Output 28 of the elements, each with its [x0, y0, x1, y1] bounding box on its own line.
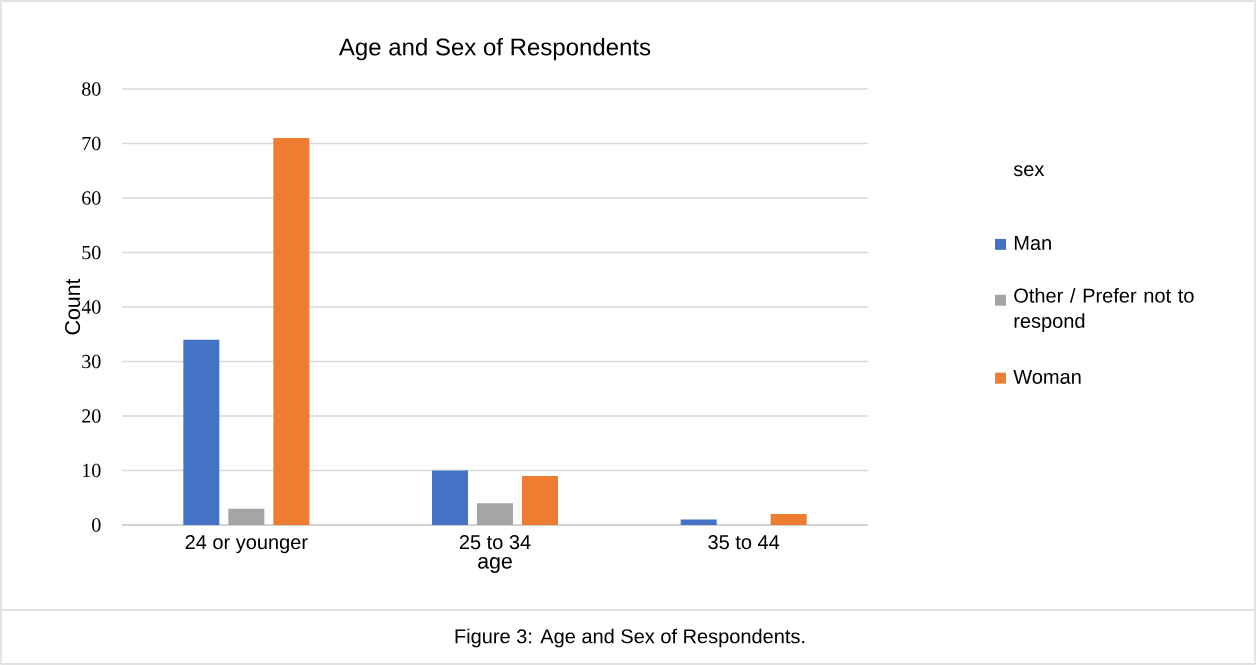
legend-label: Other / Prefer not to respond	[1014, 288, 1194, 332]
bar	[273, 138, 310, 525]
y-tick-label: 20	[82, 409, 101, 423]
bar	[680, 519, 717, 525]
x-axis-title: age	[478, 556, 512, 573]
y-tick-label: 60	[82, 191, 101, 205]
x-tick-label: 24 or younger	[185, 535, 308, 554]
y-tick-label: 70	[82, 136, 101, 151]
y-tick-label: 80	[82, 82, 101, 96]
bar	[228, 508, 265, 525]
bar	[432, 470, 469, 525]
legend-label: Man	[1014, 236, 1051, 251]
x-tick-label: 25 to 34	[459, 535, 531, 550]
y-tick-label: 50	[82, 245, 101, 260]
bar	[770, 514, 807, 525]
bar	[522, 475, 559, 525]
y-tick-label: 10	[83, 463, 101, 478]
y-tick-label: 0	[92, 518, 101, 532]
y-tick-label: 30	[82, 354, 101, 369]
bar	[477, 503, 514, 525]
y-tick-label: 40	[81, 300, 101, 314]
legend-label: Woman	[1013, 369, 1081, 384]
y-axis-title: Count	[65, 278, 81, 335]
x-tick-label: 35 to 44	[708, 535, 780, 550]
caption: Figure 3: Age and Sex of Respondents.	[455, 628, 805, 648]
bar	[183, 339, 220, 525]
chart-title: Age and Sex of Respondents	[338, 37, 651, 61]
legend-title: sex	[1013, 165, 1045, 177]
